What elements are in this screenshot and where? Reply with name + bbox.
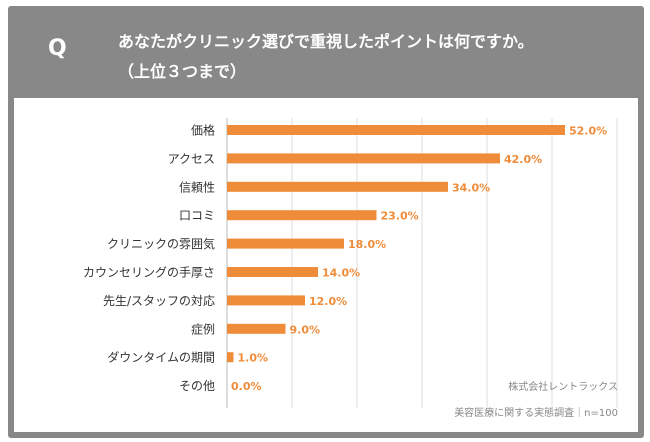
category-label: 症例: [191, 321, 215, 336]
category-label: ダウンタイムの期間: [107, 350, 215, 365]
footer-survey: 美容医療に関する実態調査｜n=100: [454, 408, 618, 419]
bar-chart: 価格 52.0% アクセス 42.0% 信頼性 34.0% 口コミ 23.0% クリニックの雰囲…: [83, 118, 618, 408]
category-label: 信頼性: [179, 180, 215, 194]
value-label: 1.0%: [238, 352, 269, 365]
question-card: Q あなたがクリニック選びで重視したポイントは何ですか。 （上位３つまで） 価格…: [8, 6, 644, 438]
footer-company: 株式会社レントラックス: [508, 382, 618, 393]
category-label: その他: [179, 379, 215, 393]
value-label: 9.0%: [290, 323, 321, 336]
chart-panel: 価格 52.0% アクセス 42.0% 信頼性 34.0% 口コミ 23.0% クリニックの雰囲…: [14, 98, 638, 432]
value-label: 12.0%: [309, 295, 347, 308]
value-label: 34.0%: [452, 181, 490, 194]
value-label: 0.0%: [231, 380, 262, 393]
bar: [227, 295, 305, 306]
bar: [227, 352, 234, 363]
value-label: 23.0%: [381, 210, 419, 223]
question-header: Q あなたがクリニック選びで重視したポイントは何ですか。 （上位３つまで）: [8, 6, 644, 92]
bar: [227, 267, 318, 277]
bar: [227, 181, 448, 192]
category-label: アクセス: [168, 152, 215, 166]
value-label: 52.0%: [569, 125, 607, 138]
category-label: 価格: [191, 123, 215, 138]
bar: [227, 210, 377, 221]
question-text: あなたがクリニック選びで重視したポイントは何ですか。: [118, 32, 534, 51]
category-label: 口コミ: [179, 209, 215, 223]
value-label: 18.0%: [348, 238, 386, 251]
value-label: 42.0%: [504, 153, 542, 166]
value-label: 14.0%: [322, 267, 360, 280]
bar: [227, 125, 565, 135]
category-label: クリニックの雰囲気: [107, 236, 215, 251]
bar: [227, 153, 500, 164]
question-note: （上位３つまで）: [118, 62, 247, 81]
category-label: 先生/スタッフの対応: [103, 294, 215, 308]
question-mark: Q: [48, 36, 67, 61]
bar: [227, 323, 286, 334]
category-label: カウンセリングの手厚さ: [83, 266, 215, 280]
bar: [227, 238, 344, 249]
